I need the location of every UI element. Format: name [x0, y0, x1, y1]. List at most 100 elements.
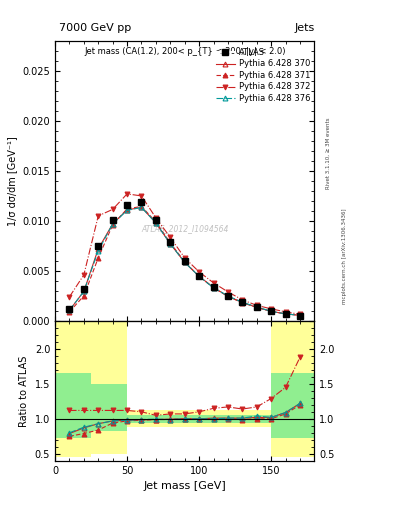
- Pythia 6.428 370: [96, 246, 101, 252]
- Pythia 6.428 376: [67, 307, 72, 313]
- Pythia 6.428 372: [226, 289, 230, 295]
- Pythia 6.428 376: [110, 221, 115, 227]
- ATLAS: [211, 284, 216, 290]
- Pythia 6.428 376: [226, 293, 230, 299]
- Pythia 6.428 371: [211, 285, 216, 291]
- Text: 7000 GeV pp: 7000 GeV pp: [59, 23, 131, 33]
- Pythia 6.428 376: [182, 259, 187, 265]
- Pythia 6.428 376: [269, 308, 274, 314]
- Pythia 6.428 372: [211, 280, 216, 286]
- Pythia 6.428 370: [240, 300, 245, 306]
- Pythia 6.428 370: [226, 293, 230, 300]
- ATLAS: [283, 311, 288, 317]
- Pythia 6.428 372: [240, 297, 245, 303]
- Pythia 6.428 372: [197, 269, 202, 275]
- Pythia 6.428 370: [182, 259, 187, 265]
- Pythia 6.428 371: [168, 240, 173, 246]
- Pythia 6.428 371: [182, 259, 187, 265]
- Pythia 6.428 371: [197, 273, 202, 280]
- Pythia 6.428 372: [67, 294, 72, 300]
- Pythia 6.428 372: [168, 234, 173, 241]
- Pythia 6.428 370: [81, 288, 86, 294]
- X-axis label: Jet mass [GeV]: Jet mass [GeV]: [143, 481, 226, 491]
- Pythia 6.428 376: [254, 304, 259, 310]
- Pythia 6.428 371: [139, 203, 144, 209]
- Pythia 6.428 376: [81, 288, 86, 294]
- Text: Jets: Jets: [294, 23, 314, 33]
- Text: Jet mass (CA(1.2), 200< p_{T} < 300, |y| < 2.0): Jet mass (CA(1.2), 200< p_{T} < 300, |y|…: [84, 47, 285, 56]
- Pythia 6.428 371: [96, 255, 101, 261]
- Pythia 6.428 372: [125, 191, 129, 197]
- Line: Pythia 6.428 372: Pythia 6.428 372: [67, 191, 303, 317]
- ATLAS: [96, 243, 101, 249]
- Pythia 6.428 370: [211, 284, 216, 290]
- Pythia 6.428 372: [139, 193, 144, 199]
- ATLAS: [139, 199, 144, 205]
- Pythia 6.428 370: [269, 308, 274, 314]
- ATLAS: [226, 293, 230, 299]
- Pythia 6.428 370: [154, 220, 158, 226]
- Pythia 6.428 372: [298, 311, 302, 317]
- ATLAS: [67, 306, 72, 312]
- ATLAS: [110, 217, 115, 223]
- Pythia 6.428 376: [298, 312, 302, 318]
- Pythia 6.428 370: [168, 241, 173, 247]
- Pythia 6.428 372: [283, 309, 288, 315]
- Line: Pythia 6.428 371: Pythia 6.428 371: [67, 204, 303, 318]
- Y-axis label: 1/σ dσ/dm [GeV⁻¹]: 1/σ dσ/dm [GeV⁻¹]: [7, 136, 17, 226]
- Pythia 6.428 371: [298, 312, 302, 318]
- Pythia 6.428 371: [254, 304, 259, 310]
- Pythia 6.428 371: [226, 293, 230, 300]
- Pythia 6.428 376: [168, 241, 173, 247]
- ATLAS: [81, 286, 86, 292]
- Pythia 6.428 370: [67, 307, 72, 313]
- ATLAS: [197, 273, 202, 279]
- Pythia 6.428 370: [283, 311, 288, 317]
- Pythia 6.428 371: [110, 222, 115, 228]
- Legend: ATLAS, Pythia 6.428 370, Pythia 6.428 371, Pythia 6.428 372, Pythia 6.428 376: ATLAS, Pythia 6.428 370, Pythia 6.428 37…: [216, 48, 310, 103]
- Pythia 6.428 370: [125, 207, 129, 213]
- Pythia 6.428 372: [182, 255, 187, 261]
- Text: mcplots.cern.ch [arXiv:1306.3436]: mcplots.cern.ch [arXiv:1306.3436]: [342, 208, 347, 304]
- Pythia 6.428 371: [240, 300, 245, 306]
- Line: Pythia 6.428 370: Pythia 6.428 370: [67, 205, 303, 318]
- ATLAS: [182, 258, 187, 264]
- Pythia 6.428 372: [81, 272, 86, 278]
- Pythia 6.428 370: [139, 204, 144, 210]
- Y-axis label: Ratio to ATLAS: Ratio to ATLAS: [19, 355, 29, 426]
- Pythia 6.428 371: [67, 309, 72, 315]
- ATLAS: [125, 202, 129, 208]
- Pythia 6.428 376: [197, 273, 202, 280]
- Pythia 6.428 376: [240, 300, 245, 306]
- Pythia 6.428 371: [269, 308, 274, 314]
- ATLAS: [269, 308, 274, 314]
- Pythia 6.428 376: [125, 207, 129, 214]
- ATLAS: [240, 300, 245, 306]
- Pythia 6.428 372: [110, 206, 115, 212]
- Text: ATLAS_2012_I1094564: ATLAS_2012_I1094564: [141, 224, 228, 233]
- ATLAS: [254, 304, 259, 310]
- Pythia 6.428 371: [154, 219, 158, 225]
- Pythia 6.428 371: [283, 311, 288, 317]
- Line: Pythia 6.428 376: Pythia 6.428 376: [67, 205, 303, 318]
- Pythia 6.428 376: [283, 311, 288, 317]
- ATLAS: [298, 313, 302, 319]
- Pythia 6.428 376: [139, 204, 144, 210]
- Pythia 6.428 370: [298, 312, 302, 318]
- ATLAS: [154, 217, 158, 223]
- ATLAS: [168, 239, 173, 245]
- Pythia 6.428 371: [125, 206, 129, 212]
- Pythia 6.428 372: [254, 302, 259, 308]
- Pythia 6.428 376: [154, 220, 158, 226]
- Pythia 6.428 372: [154, 215, 158, 221]
- Pythia 6.428 371: [81, 293, 86, 299]
- Pythia 6.428 370: [254, 304, 259, 310]
- Pythia 6.428 372: [96, 213, 101, 219]
- Text: Rivet 3.1.10, ≥ 3M events: Rivet 3.1.10, ≥ 3M events: [326, 118, 331, 189]
- Pythia 6.428 376: [96, 248, 101, 254]
- Pythia 6.428 372: [269, 306, 274, 312]
- Pythia 6.428 370: [110, 221, 115, 227]
- Pythia 6.428 370: [197, 273, 202, 280]
- Line: ATLAS: ATLAS: [67, 200, 303, 319]
- Pythia 6.428 376: [211, 285, 216, 291]
